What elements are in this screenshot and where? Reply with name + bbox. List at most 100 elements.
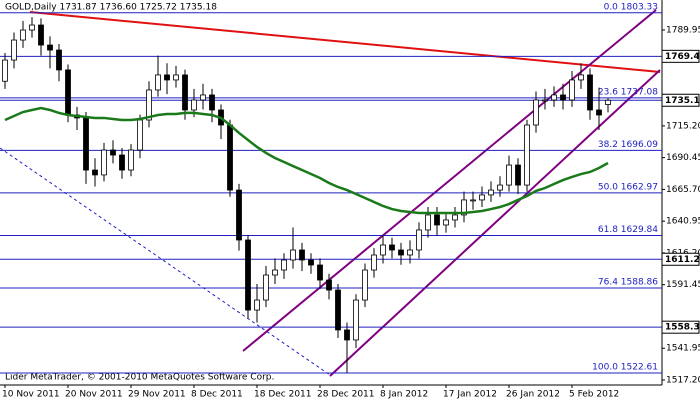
candle-body — [380, 244, 386, 256]
candle-body — [11, 39, 17, 61]
candle-body — [389, 244, 395, 251]
candle-body — [119, 154, 125, 171]
fibo-label: 100.0 1522.61 — [592, 363, 658, 373]
y-tick-label: 1640.95 — [666, 217, 700, 227]
fibo-label: 76.4 1588.86 — [598, 278, 658, 288]
candle-body — [416, 229, 422, 251]
y-tick-label: 1517.20 — [666, 375, 700, 385]
candle-body — [191, 99, 197, 111]
x-tick-label: 29 Nov 2011 — [128, 390, 186, 400]
chart-title: GOLD,Daily 1731.87 1736.60 1725.72 1735.… — [5, 3, 217, 13]
candle-body — [560, 94, 566, 101]
candle-body — [605, 99, 611, 105]
candle-body — [317, 264, 323, 281]
fibo-label: 50.0 1662.97 — [598, 182, 658, 192]
candle-body — [299, 249, 305, 261]
candle-body — [452, 214, 458, 221]
x-tick-label: 5 Feb 2012 — [569, 390, 619, 400]
candle-body — [308, 259, 314, 266]
candle-body — [110, 149, 116, 156]
candle-body — [596, 109, 602, 116]
price-box — [661, 252, 700, 266]
candle-body — [200, 94, 206, 101]
candle-body — [2, 59, 8, 82]
x-tick-label: 17 Jan 2012 — [443, 390, 497, 400]
candle-body — [524, 124, 530, 186]
candle-body — [245, 239, 251, 311]
fibo-label: 61.8 1629.84 — [598, 225, 658, 235]
candle-body — [182, 74, 188, 111]
candle-body — [92, 169, 98, 176]
candle-body — [569, 79, 575, 101]
candle-body — [164, 74, 170, 81]
price-box — [661, 49, 700, 63]
y-tick-label: 1591.45 — [666, 280, 700, 290]
x-tick-label: 10 Nov 2011 — [2, 390, 60, 400]
candle-body — [470, 199, 476, 202]
y-tick-label: 1690.45 — [666, 153, 700, 163]
candle-body — [434, 214, 440, 226]
candle-body — [281, 259, 287, 271]
channel-upper — [242, 9, 657, 352]
candle-body — [587, 74, 593, 111]
candle-body — [137, 119, 143, 151]
price-box-label: 1769.40 — [665, 52, 700, 62]
fibo-label: 38.2 1696.09 — [598, 140, 658, 150]
y-tick-label: 1789.95 — [666, 25, 700, 35]
candle-body — [461, 199, 467, 216]
candle-body — [263, 274, 269, 301]
candle-body — [47, 44, 53, 51]
moving-average — [4, 106, 609, 215]
candle-body — [371, 254, 377, 271]
candle-body — [128, 149, 134, 171]
candle-body — [497, 184, 503, 191]
fibo-label: 0.0 1803.33 — [604, 2, 658, 12]
candle-body — [407, 249, 413, 256]
x-tick-label: 28 Dec 2011 — [317, 390, 375, 400]
candle-body — [443, 219, 449, 226]
candle-body — [542, 99, 548, 102]
candle-body — [479, 194, 485, 201]
candle-body — [488, 189, 494, 196]
price-box-label: 1735.18 — [665, 96, 700, 106]
candle-body — [236, 189, 242, 241]
candle-body — [326, 279, 332, 291]
candle-body — [344, 329, 350, 341]
candle-body — [83, 117, 89, 171]
candle-body — [533, 99, 539, 126]
candle-body — [20, 29, 26, 41]
candle-body — [209, 94, 215, 111]
candle-body — [335, 289, 341, 331]
candle-body — [353, 299, 359, 341]
candle-body — [38, 24, 44, 46]
price-box-label: 1558.35 — [665, 323, 700, 333]
candle-body — [173, 74, 179, 81]
candle-body — [56, 49, 62, 71]
fibo-label: 23.6 1737.08 — [598, 87, 658, 97]
candle-body — [254, 299, 260, 311]
candle-body — [146, 89, 152, 121]
x-tick-label: 8 Dec 2011 — [191, 390, 243, 400]
price-box — [661, 93, 700, 107]
candle-body — [29, 24, 35, 31]
y-tick-label: 1665.70 — [666, 185, 700, 195]
fibo-base-line — [0, 147, 331, 376]
candle-body — [398, 249, 404, 256]
price-box-label: 1611.28 — [665, 255, 700, 265]
footer: Lider MetaTrader, © 2001-2010 MetaQuotes… — [5, 373, 274, 383]
candle-body — [551, 94, 557, 101]
candle-body — [578, 74, 584, 81]
candle-body — [272, 269, 278, 276]
candle-body — [155, 74, 161, 91]
channel-lower — [329, 69, 661, 377]
trend-line — [29, 11, 661, 73]
price-box — [661, 320, 700, 334]
candle-body — [425, 214, 431, 231]
x-tick-label: 18 Dec 2011 — [254, 390, 312, 400]
candle-body — [227, 124, 233, 191]
candle-body — [362, 269, 368, 301]
candle-body — [506, 164, 512, 186]
x-tick-label: 20 Nov 2011 — [65, 390, 123, 400]
